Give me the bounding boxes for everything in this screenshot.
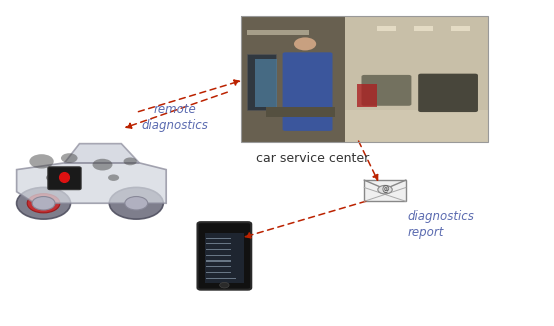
Circle shape: [109, 187, 163, 219]
Circle shape: [125, 197, 148, 210]
Circle shape: [32, 197, 55, 210]
FancyBboxPatch shape: [361, 75, 412, 106]
Bar: [206, 238, 232, 239]
Circle shape: [219, 282, 229, 288]
FancyBboxPatch shape: [198, 222, 252, 290]
Circle shape: [108, 174, 119, 181]
Bar: [345, 16, 488, 142]
Bar: [206, 278, 236, 279]
Circle shape: [294, 37, 316, 51]
FancyBboxPatch shape: [48, 167, 81, 190]
Text: @: @: [381, 185, 389, 194]
Polygon shape: [64, 144, 139, 163]
Bar: [365, 180, 406, 201]
Circle shape: [46, 174, 59, 182]
Text: car service center: car service center: [257, 152, 370, 165]
Bar: [266, 107, 335, 117]
Bar: [247, 54, 276, 111]
Bar: [206, 266, 232, 267]
Bar: [206, 272, 232, 273]
Polygon shape: [17, 163, 166, 203]
Bar: [241, 16, 488, 142]
Circle shape: [29, 154, 54, 169]
Text: diagnostics
report: diagnostics report: [407, 211, 474, 239]
Bar: [413, 26, 433, 31]
Bar: [357, 84, 377, 107]
Circle shape: [27, 194, 60, 213]
Bar: [206, 255, 232, 256]
Circle shape: [124, 157, 137, 165]
Bar: [377, 26, 396, 31]
Circle shape: [378, 185, 392, 194]
Bar: [450, 26, 470, 31]
Bar: [255, 59, 277, 107]
FancyBboxPatch shape: [283, 52, 332, 131]
Bar: [204, 233, 244, 283]
Bar: [206, 243, 232, 244]
Bar: [247, 30, 309, 35]
Circle shape: [93, 159, 112, 170]
Bar: [345, 111, 488, 142]
FancyBboxPatch shape: [418, 74, 478, 112]
Circle shape: [17, 187, 70, 219]
Text: remote
diagnostics: remote diagnostics: [141, 103, 208, 132]
Bar: [206, 260, 232, 262]
Bar: [206, 249, 232, 250]
Bar: [241, 16, 345, 142]
Circle shape: [61, 153, 78, 163]
